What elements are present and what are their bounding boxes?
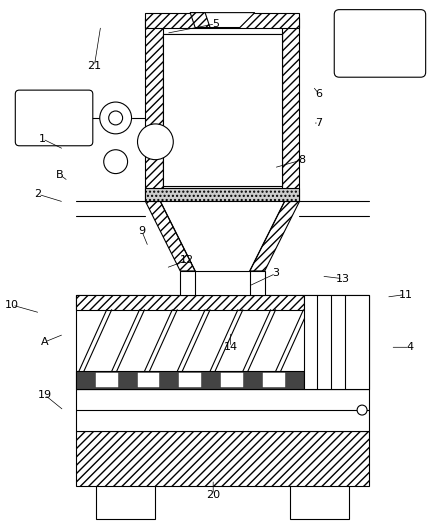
Text: 4: 4: [405, 342, 412, 352]
Text: 11: 11: [398, 289, 411, 299]
Text: 19: 19: [37, 390, 52, 400]
Text: 21: 21: [87, 61, 101, 71]
FancyBboxPatch shape: [15, 90, 92, 146]
Text: 9: 9: [138, 226, 145, 236]
Text: 1: 1: [39, 134, 46, 144]
Text: 2: 2: [34, 189, 42, 199]
Circle shape: [356, 405, 366, 415]
Bar: [145, 13, 299, 28]
Text: 6: 6: [315, 89, 322, 99]
Circle shape: [137, 124, 173, 160]
Circle shape: [99, 102, 131, 134]
Polygon shape: [190, 13, 210, 28]
Bar: [137, 373, 159, 387]
Bar: [163, 35, 281, 185]
Bar: [145, 187, 299, 201]
Bar: [304, 295, 368, 389]
Bar: [220, 373, 242, 387]
Text: 8: 8: [298, 155, 305, 165]
Text: B: B: [56, 170, 63, 180]
Text: 20: 20: [206, 490, 220, 500]
Text: 3: 3: [272, 268, 279, 278]
Bar: [76, 389, 368, 431]
Bar: [95, 485, 155, 519]
Bar: [289, 485, 349, 519]
Polygon shape: [249, 201, 299, 271]
Polygon shape: [145, 201, 195, 271]
Text: 12: 12: [180, 255, 194, 265]
Bar: [262, 373, 284, 387]
FancyBboxPatch shape: [333, 10, 425, 77]
Text: 5: 5: [211, 19, 218, 29]
Text: 7: 7: [315, 118, 322, 128]
Text: A: A: [41, 337, 48, 347]
Text: 13: 13: [335, 273, 349, 284]
Polygon shape: [190, 13, 254, 28]
Bar: [76, 371, 304, 389]
Bar: [76, 295, 304, 310]
Bar: [145, 18, 163, 201]
Bar: [76, 295, 368, 389]
Bar: [179, 373, 201, 387]
Bar: [95, 373, 117, 387]
Bar: [76, 431, 368, 485]
Bar: [163, 35, 281, 185]
Bar: [180, 271, 264, 295]
Text: 14: 14: [223, 342, 237, 352]
Circle shape: [103, 150, 127, 174]
Circle shape: [108, 111, 122, 125]
Text: 10: 10: [5, 300, 19, 310]
Bar: [281, 18, 299, 201]
